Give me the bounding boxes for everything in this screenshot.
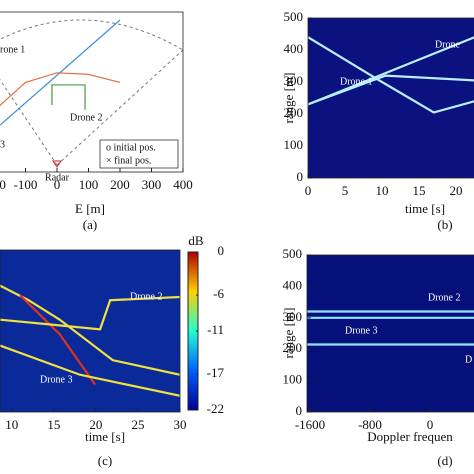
- x-tick-label: 25: [131, 417, 144, 432]
- annotation: Drone 1: [340, 76, 373, 87]
- y-tick-label: 500: [284, 9, 304, 24]
- y-tick-label: 200: [284, 105, 304, 120]
- x-axis-label: time [s]: [85, 429, 125, 444]
- colorbar-label: dB: [188, 233, 204, 248]
- x-tick-label: 15: [413, 183, 426, 198]
- series-line: [308, 36, 474, 106]
- y-tick-label: 0: [296, 403, 303, 418]
- caption: (c): [98, 453, 112, 468]
- annotation: Radar: [45, 172, 70, 183]
- x-tick-label: 15: [47, 417, 60, 432]
- annotation: Drone 2: [130, 291, 163, 302]
- x-axis-label: time [s]: [405, 201, 445, 216]
- y-tick-label: 400: [284, 41, 304, 56]
- x-tick-label: 20: [450, 183, 463, 198]
- caption: (b): [437, 217, 452, 232]
- annotation: Drone 2: [70, 112, 103, 123]
- x-tick-label: 300: [142, 177, 162, 192]
- series-line: [0, 295, 180, 331]
- x-tick-label: 10: [5, 417, 18, 432]
- series-line: [0, 72, 121, 107]
- y-axis-label: range [m]: [281, 73, 296, 124]
- spectrogram-background: [307, 255, 474, 412]
- colorbar-tick-label: -6: [213, 286, 224, 301]
- radar-marker: [52, 160, 62, 168]
- y-tick-label: 100: [283, 372, 303, 387]
- x-tick-label: 200: [110, 177, 130, 192]
- annotation: o initial pos.: [106, 142, 156, 153]
- annotation: Drone 2: [428, 292, 461, 303]
- annotation: Drone: [435, 39, 461, 50]
- colorbar-tick-label: -22: [207, 401, 224, 416]
- x-tick-label: 5: [342, 183, 349, 198]
- annotation: Drone 3: [40, 374, 73, 385]
- x-tick-label: 30: [174, 417, 187, 432]
- x-axis-label: Doppler frequen: [367, 429, 453, 444]
- series-line: [19, 294, 96, 386]
- spectrogram-background: [0, 250, 180, 412]
- x-tick-label: 100: [79, 177, 99, 192]
- axes-frame: [307, 17, 474, 179]
- y-tick-label: 0: [297, 169, 304, 184]
- caption: (a): [83, 217, 97, 232]
- y-tick-label: 100: [284, 137, 304, 152]
- y-tick-label: 500: [283, 246, 303, 261]
- series-line: [308, 36, 474, 114]
- axes-frame: [306, 254, 474, 413]
- x-tick-label: -800: [358, 417, 382, 432]
- x-tick-label: 400: [173, 177, 193, 192]
- coverage-sector: [0, 19, 184, 166]
- colorbar-tick-label: 0: [218, 243, 225, 258]
- annotation: × final pos.: [106, 155, 151, 166]
- x-tick-label: -100: [14, 177, 38, 192]
- y-tick-label: 200: [283, 340, 303, 355]
- caption: (d): [437, 453, 452, 468]
- y-tick-label: 400: [283, 277, 303, 292]
- annotation: rone 1: [0, 44, 25, 55]
- annotation: 3: [0, 139, 5, 150]
- x-tick-label: 20: [89, 417, 102, 432]
- y-tick-label: 300: [284, 73, 304, 88]
- colorbar-tick-label: -17: [207, 365, 225, 380]
- y-axis-label: range [m]: [281, 308, 296, 359]
- axes-frame: [0, 249, 181, 413]
- series-line: [0, 284, 180, 376]
- series-line: [51, 84, 86, 110]
- x-axis-label: E [m]: [75, 201, 105, 216]
- x-tick-label: -200: [0, 177, 6, 192]
- x-tick-label: 0: [427, 417, 434, 432]
- x-tick-label: 10: [376, 183, 389, 198]
- x-tick-label: 0: [305, 183, 312, 198]
- spectrogram-background: [308, 18, 474, 178]
- x-tick-label: 0: [54, 177, 61, 192]
- x-tick-label: -1600: [295, 417, 325, 432]
- series-line: [0, 344, 180, 397]
- colorbar-tick-label: -11: [207, 322, 224, 337]
- legend-box: [99, 139, 179, 169]
- y-tick-label: 300: [283, 309, 303, 324]
- annotation: Drone 3: [345, 325, 378, 336]
- annotation: D: [465, 354, 472, 365]
